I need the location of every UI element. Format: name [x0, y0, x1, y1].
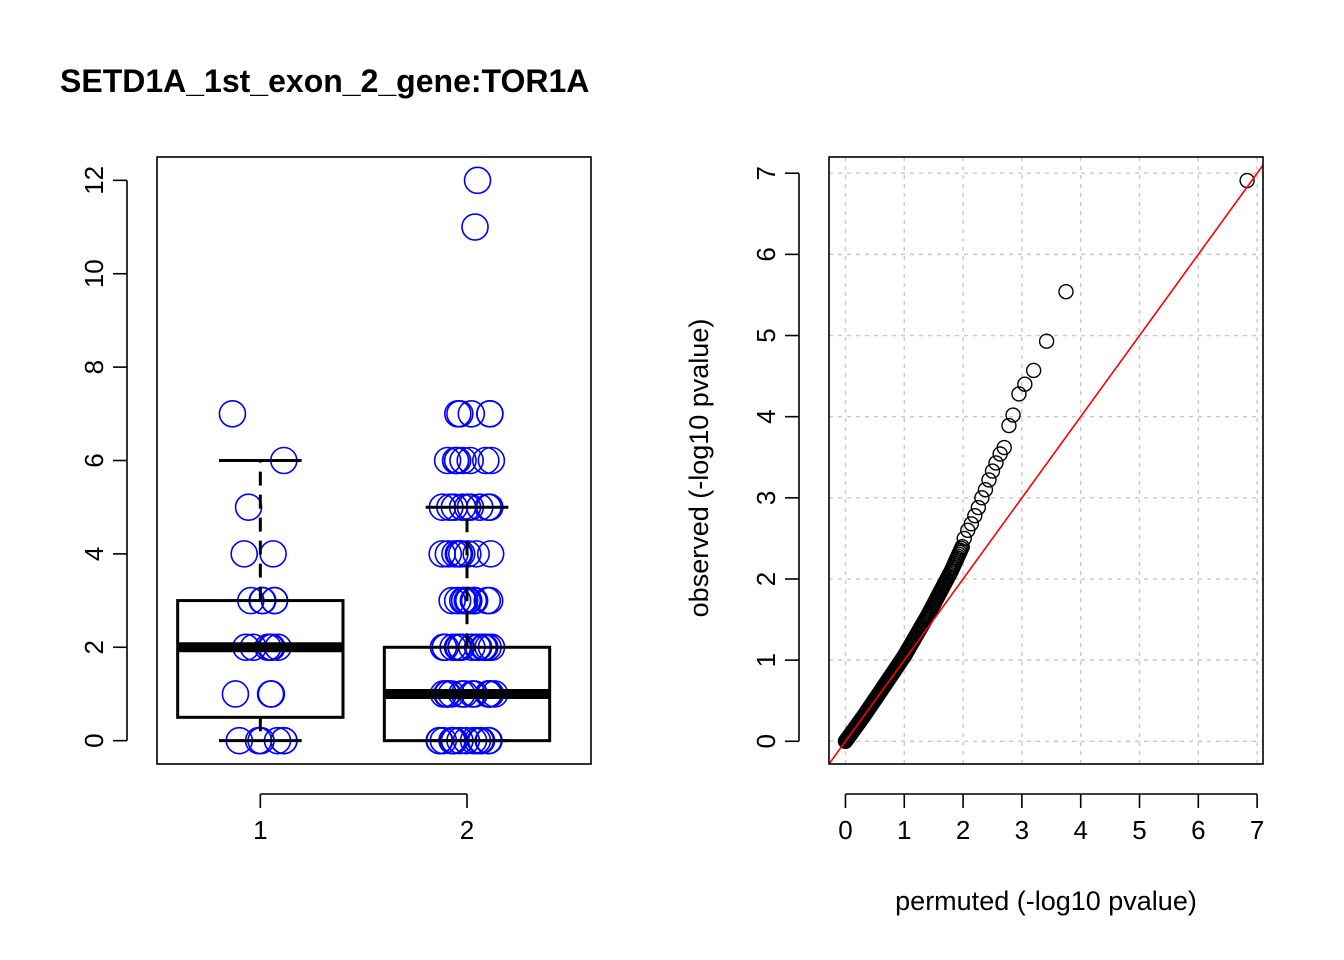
data-point: [477, 446, 506, 475]
data-point: [460, 586, 489, 615]
reference-line: [828, 164, 1264, 765]
y-tick-label: 4: [751, 409, 781, 423]
x-tick-label: 5: [1132, 815, 1146, 845]
x-tick-label: 1: [253, 815, 267, 845]
x-tick-label: 2: [956, 815, 970, 845]
qq-point: [977, 482, 994, 498]
qq-point: [984, 463, 1001, 479]
y-tick-label: 2: [751, 572, 781, 586]
x-tick-label: 2: [460, 815, 474, 845]
y-axis: 0 2 4 6 8 10 12: [79, 166, 128, 748]
qq-point: [974, 490, 990, 506]
y-tick-label: 6: [79, 453, 109, 467]
data-point: [434, 540, 463, 568]
data-point: [230, 540, 258, 568]
data-point: [476, 540, 505, 568]
plot-frame: [156, 156, 592, 765]
y-tick-label: 5: [751, 328, 781, 342]
qq-point: [1011, 386, 1027, 402]
qq-point: [960, 522, 976, 538]
y-tick-label: 8: [79, 360, 109, 374]
data-point: [218, 400, 247, 428]
y-tick-label: 2: [79, 640, 109, 654]
y-tick-label: 0: [79, 733, 109, 747]
data-point: [457, 400, 486, 428]
x-axis: 0 1 2 3 4 5 6 7: [838, 793, 1264, 845]
x-tick-label: 7: [1250, 815, 1264, 845]
data-point: [444, 400, 472, 428]
qq-panel: 0 1 2 3 4 5 6 7 0 1 2 3 4 5 6 7 permuted (-log10 pvalu…: [684, 156, 1264, 916]
y-tick-label: 4: [79, 547, 109, 561]
qq-point: [967, 507, 983, 524]
y-tick-label: 3: [751, 491, 781, 505]
y-tick-label: 6: [751, 247, 781, 261]
data-point: [472, 446, 500, 475]
data-point: [462, 540, 490, 568]
qq-point: [981, 472, 997, 488]
chart-title: SETD1A_1st_exon_2_gene:TOR1A: [60, 63, 589, 99]
qq-point: [1038, 333, 1055, 349]
data-point: [463, 166, 492, 195]
qq-point: [992, 446, 1008, 462]
data-point: [443, 586, 472, 615]
data-point: [441, 446, 470, 475]
qq-point: [1025, 362, 1042, 379]
data-point: [221, 680, 250, 708]
qq-point: [1058, 284, 1074, 300]
plot-frame: [828, 156, 1264, 765]
qq-point: [1005, 407, 1021, 423]
y-tick-label: 10: [79, 259, 109, 288]
data-point: [433, 446, 462, 475]
qq-point: [988, 455, 1004, 471]
qq-point: [1001, 417, 1017, 434]
x-tick-label: 3: [1015, 815, 1029, 845]
x-tick-label: 1: [897, 815, 911, 845]
y-tick-label: 12: [79, 166, 109, 195]
boxplot-boxes: [176, 459, 552, 743]
y-tick-label: 0: [751, 734, 781, 748]
data-point: [259, 540, 287, 568]
qq-points: [837, 172, 1255, 749]
data-point: [445, 540, 474, 568]
data-point: [256, 680, 285, 708]
data-point: [475, 400, 504, 428]
data-point: [446, 400, 474, 428]
qq-point: [970, 499, 987, 516]
data-point: [449, 446, 477, 475]
grid-lines: [829, 157, 1263, 764]
x-tick-label: 0: [838, 815, 852, 845]
qq-point: [956, 530, 972, 547]
y-tick-label: 7: [751, 166, 781, 180]
data-point: [438, 586, 466, 615]
data-point: [473, 586, 502, 615]
data-point: [234, 493, 263, 521]
box: [176, 599, 345, 719]
x-tick-label: 6: [1191, 815, 1205, 845]
y-tick-label: 1: [751, 653, 781, 667]
x-tick-label: 4: [1073, 815, 1087, 845]
data-point: [456, 446, 485, 475]
y-axis: 0 1 2 3 4 5 6 7: [751, 166, 800, 749]
qq-point: [954, 539, 970, 555]
x-axis-label: permuted (-log10 pvalue): [895, 886, 1197, 916]
y-axis-label: observed (-log10 pvalue): [684, 319, 714, 618]
data-point: [461, 213, 489, 241]
